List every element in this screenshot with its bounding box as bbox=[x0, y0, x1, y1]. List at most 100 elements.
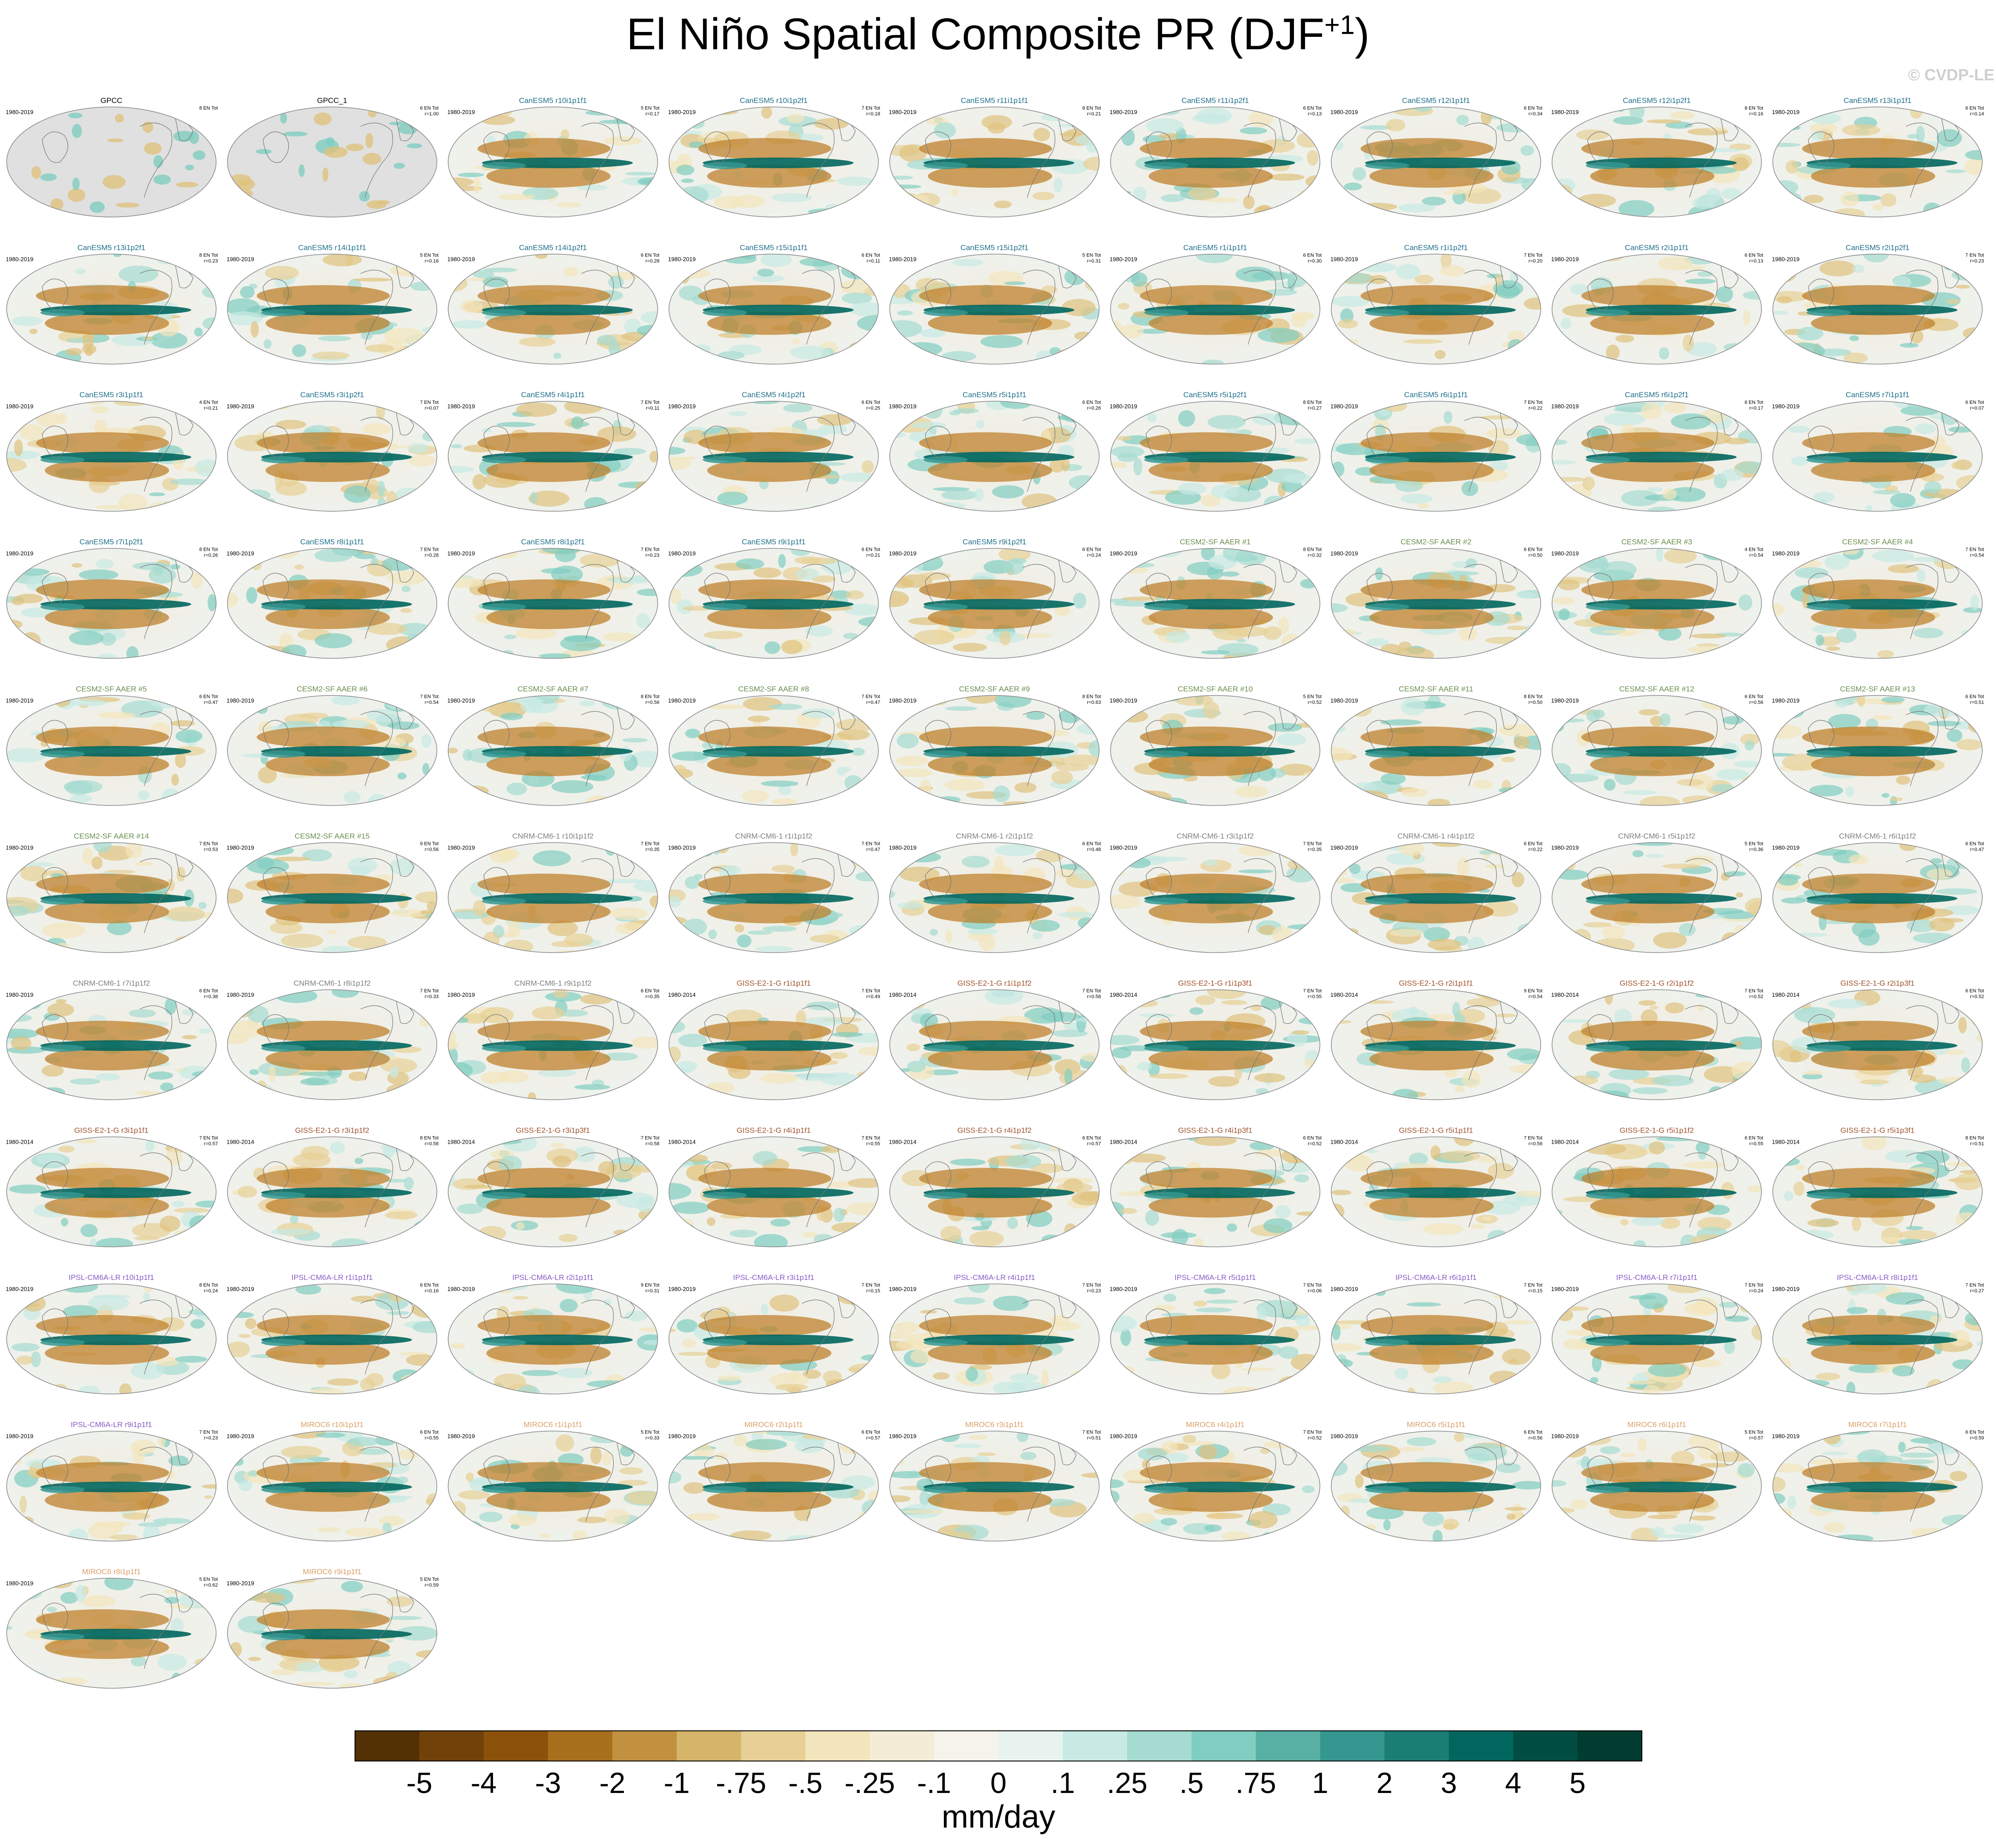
map-anomaly bbox=[802, 708, 836, 719]
panel-event-count: 7 EN Tot bbox=[1965, 1283, 1984, 1288]
map-outline bbox=[1551, 401, 1762, 512]
coastline bbox=[139, 1005, 173, 1081]
map-anomaly bbox=[1254, 1073, 1286, 1083]
map-anomaly bbox=[1899, 343, 1919, 348]
map-anomaly bbox=[1693, 1431, 1734, 1437]
map-anomaly bbox=[1809, 785, 1843, 797]
map-anomaly bbox=[107, 138, 124, 142]
map-anomaly bbox=[463, 789, 477, 802]
map-anomaly bbox=[919, 873, 1052, 895]
panel-correlation: r=0.33 bbox=[646, 1436, 660, 1441]
coastline bbox=[1022, 269, 1056, 345]
map-anomaly bbox=[890, 175, 913, 180]
map-anomaly bbox=[1465, 558, 1477, 569]
map-anomaly bbox=[1629, 1295, 1657, 1300]
map-anomaly bbox=[1943, 1383, 1961, 1394]
panel-title: CESM2-SF AAER #3 bbox=[1621, 538, 1692, 546]
coastline bbox=[802, 417, 835, 492]
panel-event-count: 8 EN Tot bbox=[1524, 694, 1542, 699]
map-anomaly bbox=[1509, 1064, 1541, 1074]
map-anomaly bbox=[1524, 297, 1541, 310]
map-outline bbox=[1772, 253, 1983, 365]
map-anomaly bbox=[175, 1355, 208, 1363]
map-anomaly bbox=[7, 1388, 16, 1394]
panel-period: 1980-2019 bbox=[1772, 697, 1799, 704]
map-anomaly bbox=[1298, 1017, 1320, 1025]
panel-event-count: 7 EN Tot bbox=[1082, 1430, 1101, 1435]
map-anomaly bbox=[1406, 1302, 1441, 1307]
map-anomaly bbox=[91, 406, 109, 414]
map-anomaly bbox=[273, 857, 311, 861]
map-anomaly bbox=[1157, 695, 1180, 702]
map-anomaly bbox=[1554, 857, 1576, 872]
map-anomaly bbox=[29, 328, 38, 334]
map-anomaly bbox=[431, 1371, 437, 1381]
map-outline bbox=[6, 401, 217, 512]
map-anomaly bbox=[1408, 1153, 1428, 1166]
map-anomaly bbox=[928, 1047, 1052, 1070]
map-anomaly bbox=[698, 432, 832, 454]
map-anomaly bbox=[363, 423, 391, 435]
map-anomaly bbox=[1278, 616, 1289, 634]
map-anomaly bbox=[1740, 734, 1760, 746]
map-anomaly bbox=[1443, 190, 1464, 195]
map-anomaly bbox=[1710, 1452, 1750, 1462]
map-anomaly bbox=[1647, 487, 1663, 493]
map-anomaly bbox=[830, 1052, 848, 1059]
coastline bbox=[1145, 867, 1172, 899]
panel-correlation: r=0.56 bbox=[646, 700, 660, 705]
map-anomaly bbox=[40, 1339, 85, 1346]
map-anomaly bbox=[953, 1443, 982, 1449]
map-anomaly bbox=[1268, 174, 1305, 181]
map-anomaly bbox=[1807, 1486, 1851, 1493]
map-anomaly bbox=[477, 1315, 611, 1336]
map-anomaly bbox=[101, 632, 116, 646]
map-anomaly bbox=[1144, 1486, 1189, 1493]
panel-event-count: 8 EN Tot bbox=[199, 1283, 218, 1288]
map-anomaly bbox=[1570, 284, 1588, 295]
map-anomaly bbox=[477, 1021, 611, 1042]
map-anomaly bbox=[650, 895, 658, 908]
map-anomaly bbox=[1512, 493, 1534, 504]
panel-correlation: r=0.56 bbox=[1529, 1141, 1543, 1147]
map-anomaly bbox=[1516, 591, 1537, 599]
map-anomaly bbox=[387, 571, 426, 585]
panel-correlation: r=0.54 bbox=[425, 700, 439, 705]
coastline bbox=[1685, 269, 1718, 345]
map-anomaly bbox=[1428, 939, 1462, 951]
map-anomaly bbox=[609, 843, 619, 848]
panel-period: 1980-2019 bbox=[447, 1433, 475, 1440]
map-anomaly bbox=[1337, 319, 1358, 329]
colorbar-swatch bbox=[998, 1731, 1063, 1761]
map-anomaly bbox=[817, 414, 852, 426]
map-anomaly bbox=[1250, 1004, 1262, 1011]
panel-event-count: 8 EN Tot bbox=[641, 694, 659, 699]
panel-period: 1980-2014 bbox=[447, 1139, 475, 1145]
panel-period: 1980-2019 bbox=[1330, 697, 1358, 704]
map-anomaly bbox=[1852, 1284, 1887, 1294]
map-anomaly bbox=[380, 1058, 418, 1073]
map-anomaly bbox=[1331, 711, 1345, 718]
map-anomaly bbox=[171, 774, 179, 786]
panel-event-count: 7 EN Tot bbox=[420, 400, 439, 405]
map-anomaly bbox=[11, 596, 25, 605]
map-anomaly bbox=[1938, 1076, 1980, 1085]
map-anomaly bbox=[849, 924, 879, 937]
map-anomaly bbox=[1744, 1291, 1755, 1309]
map-anomaly bbox=[1331, 877, 1355, 883]
map-anomaly bbox=[890, 202, 906, 217]
map-anomaly bbox=[414, 411, 435, 418]
panel-period: 1980-2019 bbox=[1110, 403, 1137, 410]
coastline bbox=[42, 1014, 68, 1046]
map-anomaly bbox=[1340, 1505, 1350, 1519]
map-anomaly bbox=[453, 340, 463, 354]
map-anomaly bbox=[861, 460, 874, 474]
map-anomaly bbox=[58, 1145, 75, 1153]
